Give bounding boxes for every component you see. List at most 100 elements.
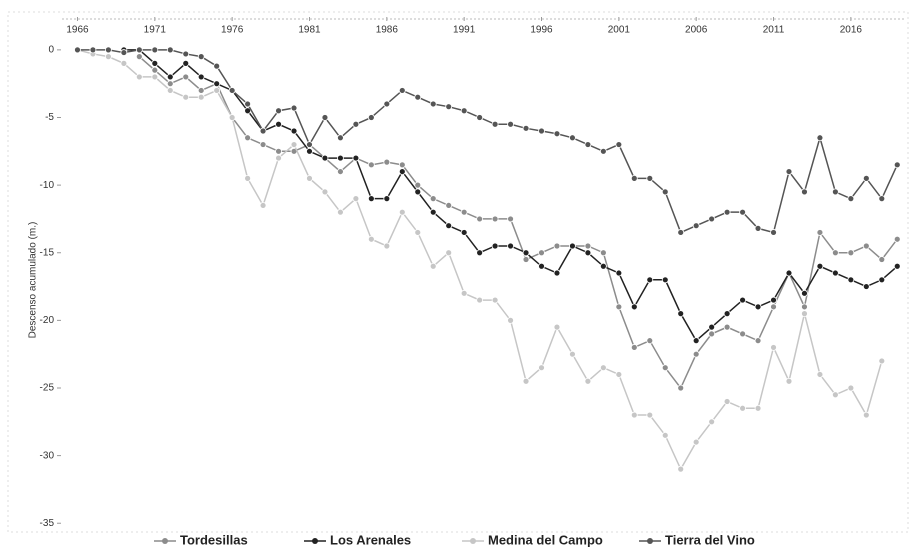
legend-label: Tierra del Vino <box>665 532 755 547</box>
data-point <box>754 404 762 412</box>
data-point <box>553 323 561 331</box>
data-point <box>522 256 530 263</box>
data-point <box>275 107 282 115</box>
y-tick-label: -25 <box>40 383 55 394</box>
data-point <box>785 269 793 277</box>
y-tick-label: -30 <box>40 450 55 461</box>
data-point <box>275 120 282 128</box>
series-line <box>77 49 883 471</box>
data-point <box>553 242 561 250</box>
data-point <box>105 46 112 54</box>
data-point <box>754 224 762 232</box>
data-point <box>151 59 159 67</box>
data-point <box>862 283 870 290</box>
data-point <box>197 87 205 94</box>
data-point <box>259 127 267 135</box>
data-point <box>831 269 839 277</box>
data-point <box>476 215 484 223</box>
data-point <box>414 181 422 189</box>
plot-frame <box>7 11 909 533</box>
x-tick-label: 1971 <box>144 25 167 36</box>
data-point <box>259 202 267 209</box>
data-point <box>290 141 298 148</box>
data-point <box>398 87 406 94</box>
data-point <box>646 411 654 419</box>
data-point <box>383 195 391 203</box>
data-point <box>831 249 839 257</box>
data-point <box>770 229 777 236</box>
legend: Tordesillas Los Arenales Medina del Campo T… <box>154 532 755 547</box>
data-point <box>120 59 128 67</box>
data-point <box>244 174 252 182</box>
data-point <box>646 174 654 182</box>
data-point <box>429 195 437 203</box>
data-point <box>414 229 422 236</box>
legend-label: Medina del Campo <box>488 532 603 547</box>
data-point <box>615 371 623 378</box>
series-line <box>138 56 898 390</box>
x-tick-label: 1991 <box>453 25 476 36</box>
x-tick-label: 2001 <box>608 25 631 36</box>
data-point <box>213 62 221 70</box>
data-point <box>599 364 607 372</box>
data-point <box>228 87 236 94</box>
data-point <box>599 147 607 155</box>
data-point <box>878 276 886 284</box>
data-point <box>507 120 514 128</box>
data-point <box>538 127 545 135</box>
data-point <box>847 249 855 257</box>
data-point <box>816 229 824 236</box>
data-point <box>197 53 205 61</box>
data-point <box>630 174 638 182</box>
legend-label: Los Arenales <box>330 532 411 547</box>
data-point <box>197 93 205 101</box>
data-point <box>151 73 159 81</box>
data-point <box>862 242 870 250</box>
data-point <box>584 141 592 148</box>
data-point <box>893 235 901 243</box>
data-point <box>321 188 329 196</box>
data-point <box>290 127 298 135</box>
data-point <box>476 249 484 257</box>
data-point <box>151 66 159 74</box>
data-point <box>337 208 344 216</box>
data-point <box>259 141 267 148</box>
data-point <box>383 100 391 108</box>
legend-marker <box>647 538 653 544</box>
data-point <box>692 350 700 358</box>
data-point <box>831 188 839 196</box>
data-point <box>630 344 638 351</box>
data-point <box>801 289 808 297</box>
data-point <box>708 323 716 331</box>
data-point <box>337 134 344 142</box>
data-point <box>847 384 855 392</box>
data-point <box>816 371 824 378</box>
y-tick-label: -10 <box>40 180 55 191</box>
y-axis-label: Descenso acumulado (m.) <box>28 222 39 339</box>
data-point <box>476 114 484 121</box>
data-point <box>445 249 453 257</box>
data-point <box>785 377 793 385</box>
data-point <box>754 337 762 345</box>
data-point <box>878 357 886 365</box>
data-point <box>476 296 484 304</box>
data-point <box>228 114 236 121</box>
data-point <box>321 154 329 162</box>
x-tick-label: 2011 <box>763 25 785 36</box>
data-point <box>723 323 731 331</box>
data-point <box>677 229 685 236</box>
data-point <box>429 100 437 108</box>
data-point <box>507 242 514 250</box>
data-point <box>352 195 360 203</box>
data-point <box>166 87 174 94</box>
data-point <box>522 377 530 385</box>
data-point <box>74 46 81 54</box>
data-point <box>120 49 128 56</box>
data-point <box>213 80 221 88</box>
data-point <box>723 310 731 318</box>
data-point <box>275 147 282 155</box>
data-point <box>352 154 360 162</box>
data-point <box>584 249 592 257</box>
data-point <box>290 104 298 112</box>
data-point <box>785 168 793 175</box>
